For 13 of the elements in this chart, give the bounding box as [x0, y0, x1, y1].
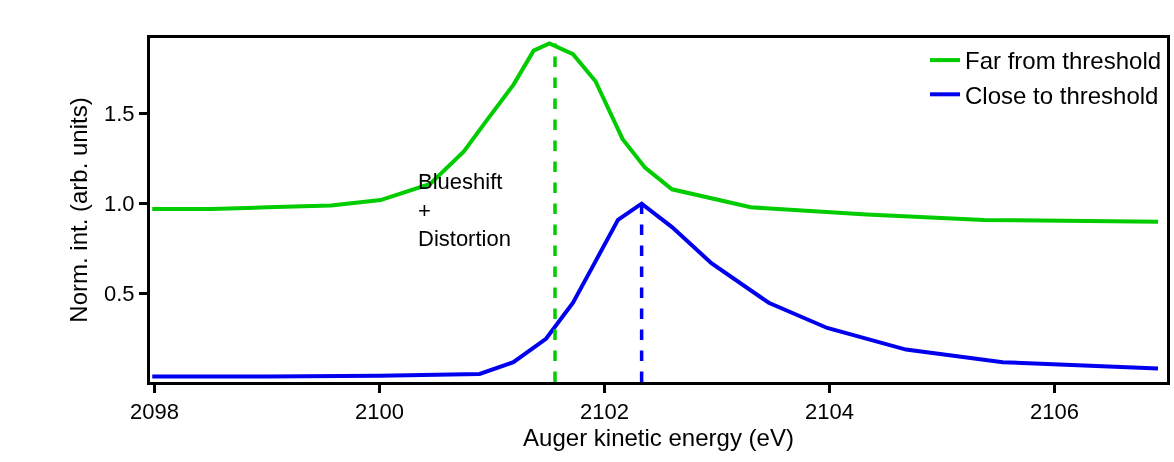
y-tick-label: 1.5 — [104, 101, 135, 127]
x-tick-label: 2104 — [805, 399, 854, 425]
legend-label: Close to threshold — [965, 81, 1159, 109]
x-axis-title: Auger kinetic energy (eV) — [523, 424, 794, 452]
x-tick-label: 2100 — [355, 399, 404, 425]
line-series — [150, 201, 1160, 379]
y-axis-title: Norm. int. (arb. units) — [65, 97, 93, 323]
y-tick-label: 1.0 — [104, 191, 135, 217]
y-tick-label: 0.5 — [104, 281, 135, 307]
x-tick-label: 2106 — [1030, 399, 1079, 425]
x-tick-label: 2098 — [130, 399, 179, 425]
x-tick-label: 2102 — [580, 399, 629, 425]
legend-label: Far from threshold — [965, 47, 1162, 75]
